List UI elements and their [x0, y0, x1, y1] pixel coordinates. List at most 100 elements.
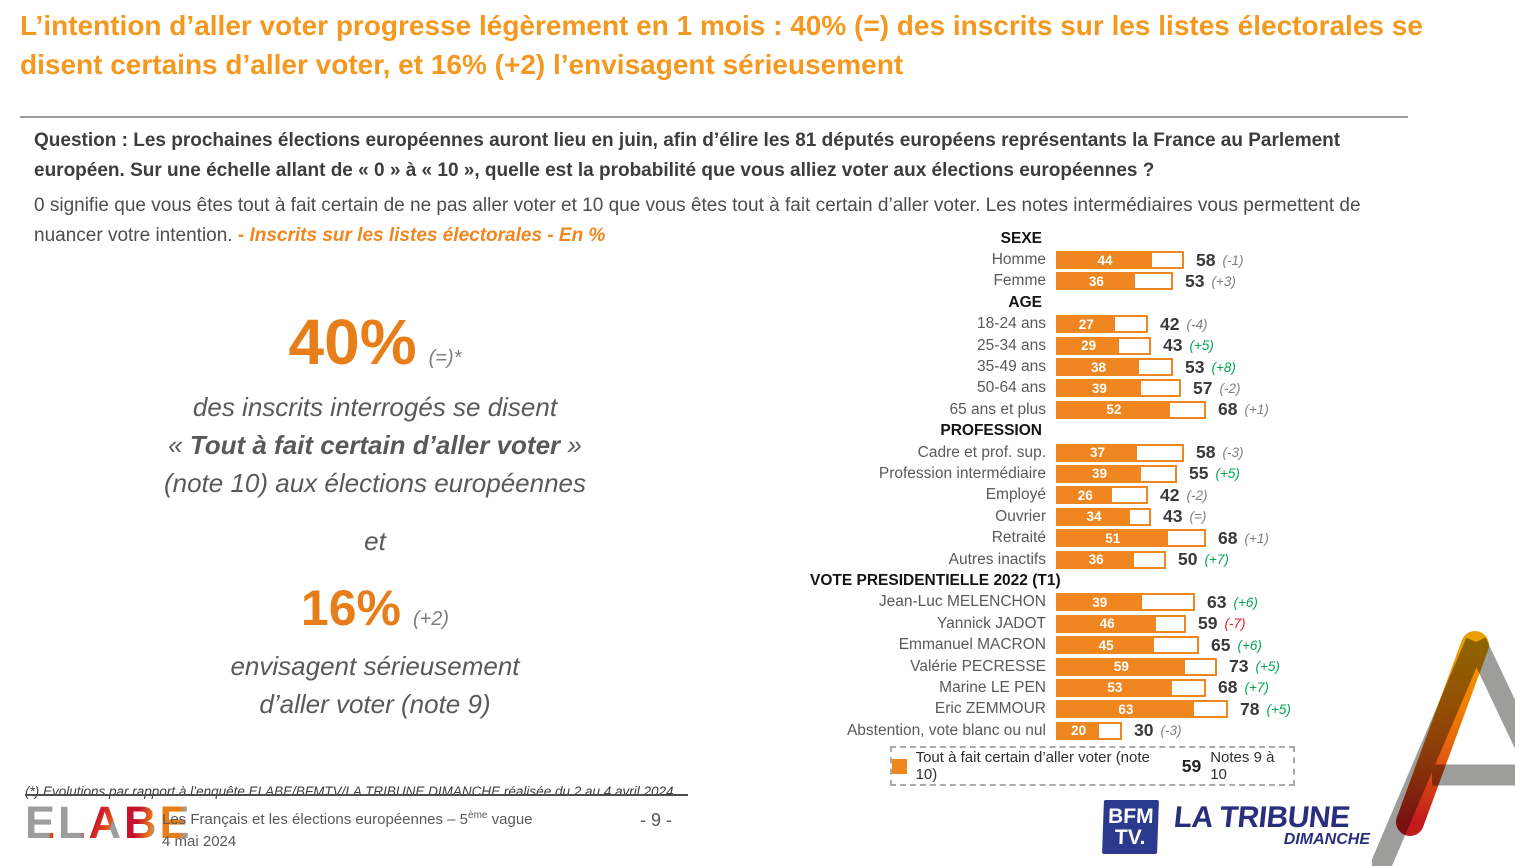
row-total: 50	[1178, 549, 1198, 570]
chart-row: Ouvrier 34 43 (=)	[810, 506, 1291, 527]
bfmtv-logo-text: BFM	[1107, 805, 1155, 828]
row-evolution: (+5)	[1266, 701, 1291, 717]
row-evolution: (+6)	[1237, 637, 1262, 653]
bar-fill-note10: 38	[1058, 360, 1140, 375]
row-label: Cadre et prof. sup.	[917, 443, 1046, 461]
bar-fill-note10: 37	[1058, 445, 1138, 461]
row-evolution: (-3)	[1160, 723, 1182, 739]
row-total: 42	[1160, 484, 1180, 505]
chart-legend: Tout à fait certain d’aller voter (note …	[890, 746, 1295, 786]
row-evolution: (+5)	[1255, 659, 1280, 674]
bfmtv-logo: BFM TV.	[1102, 800, 1159, 854]
row-evolution: (-3)	[1222, 445, 1244, 461]
bar-fill-note10: 52	[1058, 402, 1170, 417]
row-bar: 51	[1056, 529, 1206, 548]
row-total: 43	[1163, 335, 1183, 356]
chart-group-header-row: AGE	[810, 292, 1291, 313]
stat-40-value: 40%	[288, 306, 417, 378]
row-bar: 26	[1056, 486, 1148, 505]
question-text: Question : Les prochaines élections euro…	[34, 130, 1341, 181]
chart-group-header-row: VOTE PRESIDENTIELLE 2022 (T1)	[810, 570, 1291, 591]
chart-row: 50-64 ans 39 57 (-2)	[810, 378, 1291, 399]
stat-40-caption-line1: des inscrits interrogés se disent	[192, 392, 558, 422]
row-label: Profession intermédiaire	[878, 464, 1046, 482]
study-caption: Les Français et les élections européenne…	[162, 805, 533, 853]
bar-fill-note10: 36	[1058, 273, 1135, 289]
row-bar: 53	[1056, 678, 1206, 697]
bfmtv-logo-text: TV.	[1114, 826, 1146, 849]
bar-value: 37	[1090, 445, 1106, 461]
bar-fill-note10: 45	[1058, 638, 1155, 653]
chart-row: Cadre et prof. sup. 37 58 (-3)	[810, 442, 1291, 463]
row-bar: 63	[1056, 700, 1228, 719]
chart-group-header: AGE	[1008, 293, 1042, 311]
page-title: L’intention d’aller voter progresse légè…	[20, 10, 1423, 80]
study-caption-line1: Les Français et les élections européenne…	[162, 810, 533, 828]
row-label: 65 ans et plus	[949, 400, 1046, 418]
bar-value: 39	[1092, 594, 1108, 610]
legend-suffix: Notes 9 à 10	[1210, 749, 1275, 783]
row-total: 43	[1163, 506, 1183, 527]
row-bar: 36	[1056, 272, 1173, 291]
row-bar: 39	[1056, 593, 1195, 612]
row-total: 65	[1211, 634, 1231, 655]
bar-value: 29	[1081, 338, 1097, 354]
a-mark-orange-stroke	[1396, 631, 1489, 836]
row-bar: 59	[1056, 657, 1217, 676]
elabe-letter: A	[88, 797, 125, 848]
row-label: 50-64 ans	[977, 379, 1046, 397]
stat-40-caption-bold: Tout à fait certain d’aller voter	[189, 430, 561, 460]
row-bar: 36	[1056, 550, 1166, 569]
row-evolution: (-2)	[1186, 487, 1208, 503]
bar-fill-note10: 63	[1058, 702, 1194, 717]
bar-fill-note10: 39	[1058, 466, 1141, 481]
bar-fill-note10: 36	[1058, 552, 1135, 568]
row-evolution: (+6)	[1233, 594, 1258, 610]
row-bar: 29	[1056, 336, 1151, 355]
bar-fill-note10: 44	[1058, 253, 1153, 268]
row-bar: 37	[1056, 443, 1184, 462]
bar-value: 27	[1078, 316, 1094, 332]
row-label: Eric ZEMMOUR	[934, 700, 1046, 718]
bar-value: 20	[1071, 723, 1087, 739]
chart-row: Retraité 51 68 (+1)	[810, 527, 1291, 548]
elabe-letter: E	[25, 797, 59, 848]
row-evolution: (+5)	[1215, 466, 1240, 482]
elabe-logo: ELABE	[25, 800, 193, 845]
bar-fill-note10: 59	[1058, 659, 1185, 674]
stat-16-value: 16%	[300, 580, 401, 636]
row-label: 18-24 ans	[977, 315, 1046, 333]
bar-value: 26	[1077, 487, 1093, 503]
row-label: Yannick JADOT	[936, 614, 1046, 632]
stat-16-caption-line2: d’aller voter (note 9)	[259, 689, 491, 719]
row-label: Valérie PECRESSE	[910, 657, 1046, 675]
chart-row: Yannick JADOT 46 59 (-7)	[810, 613, 1291, 634]
chart-row: Femme 36 53 (+3)	[810, 271, 1291, 292]
la-tribune-logo: LA TRIBUNE DIMANCHE	[1172, 801, 1374, 849]
row-evolution: (+1)	[1244, 530, 1269, 546]
bar-fill-note10: 51	[1058, 531, 1168, 546]
row-label: Autres inactifs	[948, 550, 1046, 568]
row-evolution: (-4)	[1186, 316, 1208, 332]
chart-row: 18-24 ans 27 42 (-4)	[810, 314, 1291, 335]
stat-40-line: 40% (=)*	[95, 310, 655, 374]
row-label: Homme	[991, 251, 1046, 269]
row-evolution: (+7)	[1204, 552, 1229, 568]
bar-value: 36	[1088, 273, 1104, 289]
bar-fill-note10: 29	[1058, 338, 1120, 354]
row-bar: 52	[1056, 400, 1206, 419]
chart-row: Homme 44 58 (-1)	[810, 249, 1291, 270]
row-total: 59	[1198, 613, 1218, 634]
stat-40-evolution: (=)*	[428, 347, 462, 369]
bar-value: 36	[1088, 552, 1104, 568]
row-label: Abstention, vote blanc ou nul	[846, 721, 1046, 739]
bar-fill-note10: 26	[1058, 487, 1113, 503]
bar-chart: SEXE Homme 44 58 (-1) Femme 36 53 (+3) AGE 18-24 a…	[810, 228, 1291, 741]
row-label: Femme	[993, 272, 1046, 290]
chart-group-header: PROFESSION	[940, 422, 1042, 440]
bar-value: 46	[1099, 616, 1115, 632]
elabe-letter: E	[159, 797, 193, 848]
row-evolution: (-2)	[1219, 380, 1241, 396]
row-bar: 38	[1056, 358, 1173, 377]
row-total: 55	[1189, 463, 1209, 484]
